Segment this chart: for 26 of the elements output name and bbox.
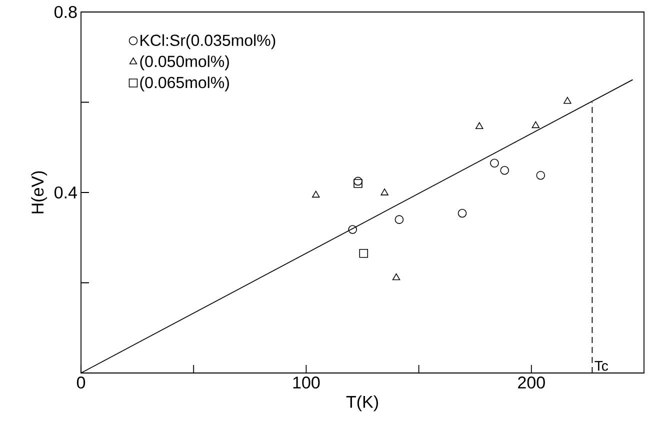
point: [476, 122, 484, 130]
legend-label: (0.050mol%): [140, 55, 229, 70]
x-axis-title: T(K): [346, 395, 378, 412]
x-tick-label: 0: [76, 376, 86, 389]
point: [392, 273, 400, 280]
point: [312, 190, 320, 198]
x-tick-label: 200: [518, 376, 545, 389]
point: [354, 176, 362, 186]
legend-label: KCl:Sr(0.035mol%): [140, 34, 276, 50]
y-tick-label: 0.8: [54, 6, 77, 18]
point: [354, 179, 362, 188]
point: [564, 96, 572, 104]
point: [394, 215, 404, 224]
x-tick-label: 100: [293, 376, 320, 389]
point: [348, 225, 357, 234]
ref-line-label: Tc: [594, 361, 608, 371]
y-axis-title: H(eV): [31, 171, 47, 214]
point: [490, 158, 499, 168]
legend-label: (0.065mol%): [140, 76, 229, 92]
point: [532, 121, 540, 128]
point: [500, 166, 509, 175]
point: [536, 170, 546, 180]
y-tick-label: 0.4: [54, 186, 77, 199]
point: [458, 208, 467, 218]
point: [359, 249, 368, 258]
point: [380, 188, 388, 196]
